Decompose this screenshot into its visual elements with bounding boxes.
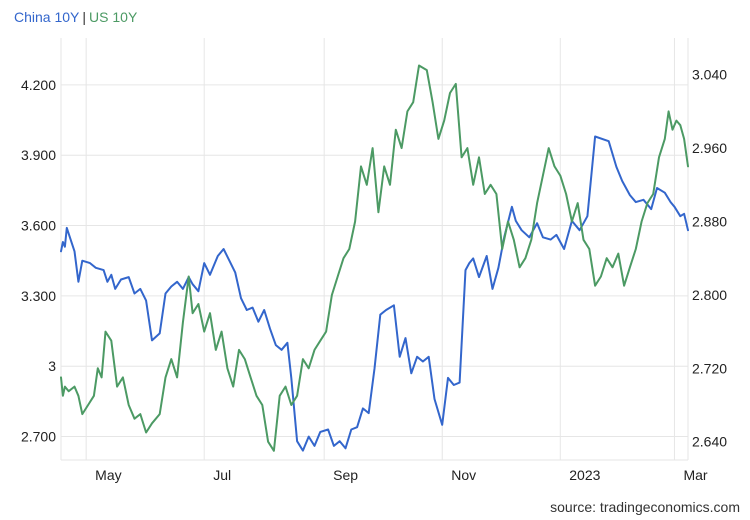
left-y-tick-label: 2.700 <box>21 429 56 445</box>
left-y-tick-label: 3 <box>48 358 56 374</box>
legend-us-10y[interactable]: US 10Y <box>89 9 138 25</box>
x-tick-label: 2023 <box>569 467 600 483</box>
left-y-tick-label: 3.300 <box>21 288 56 304</box>
legend-china-10y[interactable]: China 10Y <box>14 9 80 25</box>
legend-separator: | <box>82 9 87 25</box>
right-y-tick-label: 2.880 <box>692 213 727 229</box>
right-y-tick-label: 2.960 <box>692 140 727 156</box>
left-y-tick-label: 4.200 <box>21 77 56 93</box>
x-tick-label: Nov <box>451 467 476 483</box>
series-layer <box>60 64 689 452</box>
left-y-tick-label: 3.600 <box>21 218 56 234</box>
right-y-tick-label: 2.720 <box>692 360 727 376</box>
x-tick-label: May <box>95 467 121 483</box>
x-tick-label: Mar <box>683 467 707 483</box>
left-y-tick-label: 3.900 <box>21 147 56 163</box>
right-y-tick-label: 3.040 <box>692 67 727 83</box>
series-line-china-10y[interactable] <box>60 135 689 452</box>
right-y-tick-label: 2.640 <box>692 434 727 450</box>
gridlines <box>60 38 689 461</box>
x-tick-label: Jul <box>213 467 231 483</box>
series-line-us-10y[interactable] <box>60 64 689 452</box>
source-label: source: tradingeconomics.com <box>550 499 740 515</box>
right-y-tick-label: 2.800 <box>692 287 727 303</box>
chart-legend: China 10Y | US 10Y <box>14 9 137 25</box>
x-axis: May Jul Sep Nov 2023 Mar <box>95 467 708 483</box>
x-tick-label: Sep <box>333 467 358 483</box>
left-y-axis: 2.700 3 3.300 3.600 3.900 4.200 <box>21 77 56 445</box>
right-y-axis: 2.640 2.720 2.800 2.880 2.960 3.040 <box>692 67 727 450</box>
